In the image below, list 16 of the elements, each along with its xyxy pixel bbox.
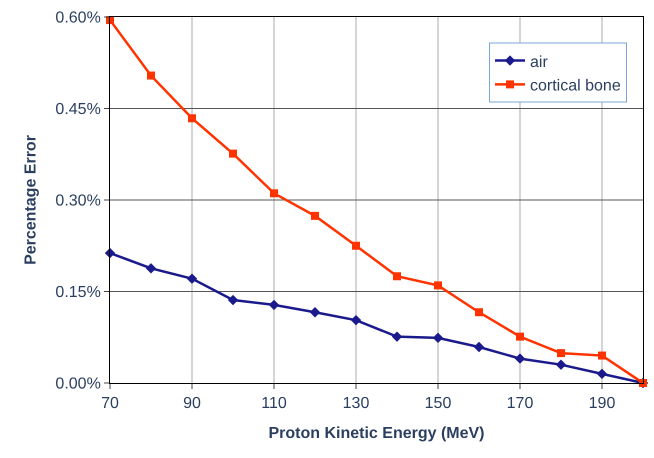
x-axis-title: Proton Kinetic Energy (MeV) xyxy=(268,424,485,442)
x-tick-label: 170 xyxy=(506,395,534,412)
x-tick-label: 90 xyxy=(183,395,201,412)
x-tick-label: 130 xyxy=(342,395,370,412)
legend-label: cortical bone xyxy=(530,78,621,95)
x-tick-label: 110 xyxy=(261,395,287,412)
y-tick-label: 0.60% xyxy=(55,10,101,27)
x-tick-label: 150 xyxy=(424,395,452,412)
y-axis-title: Percentage Error xyxy=(22,135,40,265)
y-tick-label: 0.15% xyxy=(55,284,101,302)
x-tick-label: 190 xyxy=(588,395,616,412)
y-tick-label: 0.45% xyxy=(55,101,101,118)
y-tick-label: 0.00% xyxy=(55,376,101,393)
y-tick-label: 0.30% xyxy=(55,192,101,210)
legend-label: air xyxy=(530,54,548,71)
x-tick-label: 70 xyxy=(101,395,119,412)
